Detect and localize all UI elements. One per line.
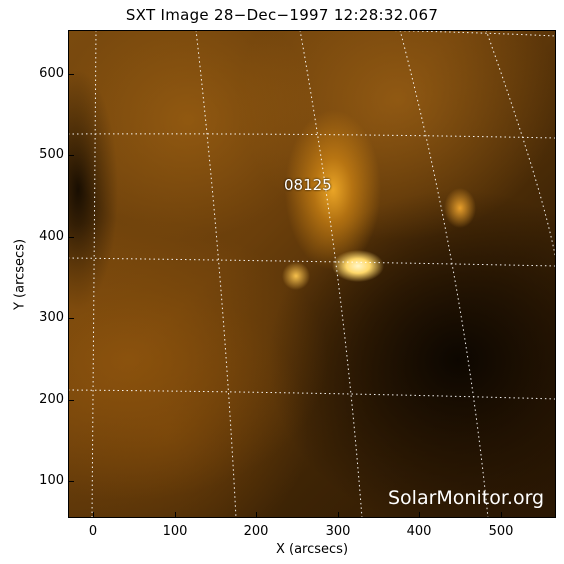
x-tick-mark: [93, 512, 94, 518]
x-tick-label: 500: [488, 524, 514, 539]
x-tick-mark: [501, 512, 502, 518]
y-tick-label: 300: [39, 310, 64, 325]
y-tick-label: 400: [39, 229, 64, 244]
heliographic-grid: [68, 30, 556, 518]
x-tick-mark: [175, 512, 176, 518]
y-tick-mark: [68, 237, 74, 238]
longitude-line: [399, 30, 489, 518]
y-tick-label: 100: [39, 473, 64, 488]
active-region-label: 08125: [284, 176, 332, 194]
y-tick-label: 200: [39, 392, 64, 407]
latitude-line: [367, 30, 556, 37]
y-tick-mark: [68, 74, 74, 75]
x-tick-label: 0: [88, 524, 98, 539]
latitude-line: [68, 389, 556, 400]
latitude-line: [68, 133, 556, 139]
latitude-line: [68, 257, 556, 267]
x-axis-label: X (arcsecs): [275, 542, 349, 557]
watermark-text: SolarMonitor.org: [388, 487, 545, 509]
x-tick-label: 200: [243, 524, 269, 539]
y-tick-mark: [68, 481, 74, 482]
x-tick-label: 300: [325, 524, 351, 539]
x-tick-mark: [338, 512, 339, 518]
x-tick-label: 400: [406, 524, 432, 539]
y-tick-mark: [68, 155, 74, 156]
x-tick-label: 100: [162, 524, 188, 539]
solar-image: 08125 SolarMonitor.org: [68, 30, 556, 518]
y-tick-mark: [68, 400, 74, 401]
longitude-line: [299, 30, 363, 518]
y-tick-mark: [68, 318, 74, 319]
y-tick-label: 600: [39, 66, 64, 81]
image-title: SXT Image 28−Dec−1997 12:28:32.067: [125, 6, 439, 24]
longitude-line: [91, 30, 97, 518]
longitude-line: [195, 30, 237, 518]
x-tick-mark: [419, 512, 420, 518]
y-tick-label: 500: [39, 147, 64, 162]
y-axis-label: Y (arcsecs): [12, 238, 28, 311]
x-tick-mark: [256, 512, 257, 518]
longitude-line: [485, 30, 556, 261]
